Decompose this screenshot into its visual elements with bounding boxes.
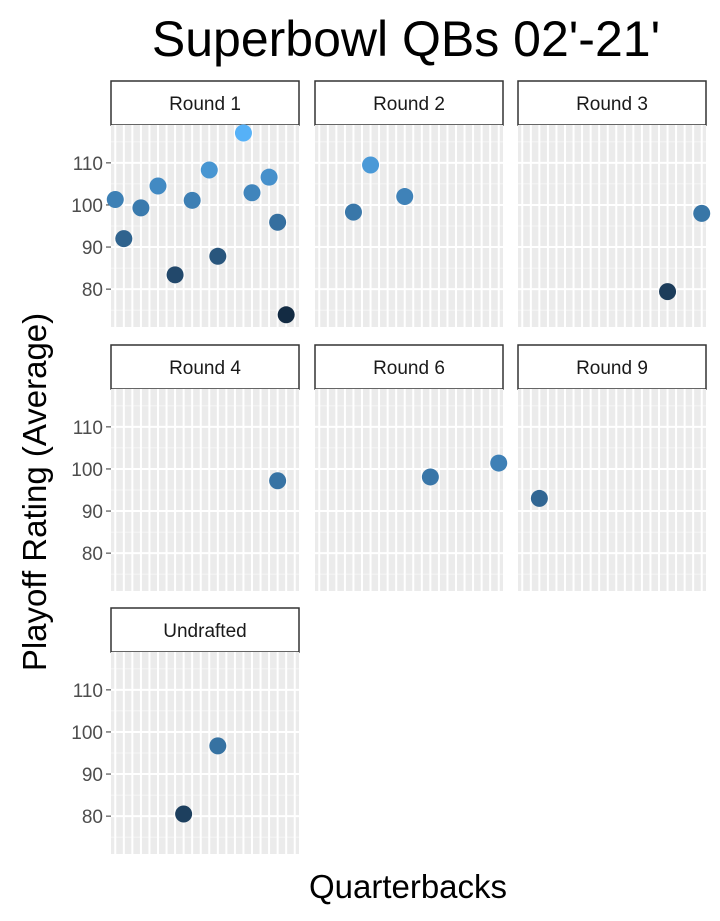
panel-round-6: Round 6 bbox=[314, 344, 508, 591]
data-point bbox=[396, 188, 414, 206]
panel-round-1: Round 1 80 90 100 110 bbox=[71, 80, 300, 327]
data-point bbox=[209, 737, 227, 755]
strip-label: Round 9 bbox=[576, 358, 648, 379]
y-tick-label: 80 bbox=[82, 807, 103, 828]
data-point bbox=[115, 230, 133, 248]
data-point bbox=[200, 161, 218, 179]
data-point bbox=[260, 168, 278, 186]
strip-label: Round 3 bbox=[576, 94, 648, 115]
strip-round-9 bbox=[517, 344, 707, 390]
panel-round-3: Round 3 bbox=[517, 80, 711, 327]
panel-undrafted: Undrafted 80 90 100 110 bbox=[71, 607, 300, 854]
strip-label: Round 4 bbox=[169, 358, 241, 379]
strip-label: Round 1 bbox=[169, 94, 241, 115]
y-tick-label: 100 bbox=[71, 723, 103, 744]
data-point bbox=[344, 203, 362, 221]
strip-round-6 bbox=[314, 344, 504, 390]
data-point bbox=[209, 247, 227, 265]
y-tick-label: 100 bbox=[71, 460, 103, 481]
data-point bbox=[269, 472, 287, 490]
y-tick-label: 90 bbox=[82, 238, 103, 259]
panel-round-9: Round 9 bbox=[517, 344, 707, 591]
data-point bbox=[530, 489, 548, 507]
data-point bbox=[243, 184, 261, 202]
data-point bbox=[175, 805, 193, 823]
y-tick-label: 100 bbox=[71, 196, 103, 217]
data-point bbox=[106, 190, 124, 208]
data-point bbox=[362, 156, 380, 174]
data-point bbox=[659, 283, 677, 301]
strip-round-3 bbox=[517, 80, 707, 126]
y-tick-label: 90 bbox=[82, 765, 103, 786]
data-point bbox=[166, 266, 184, 284]
data-point bbox=[234, 124, 252, 142]
y-tick-label: 110 bbox=[73, 681, 103, 702]
data-point bbox=[277, 306, 295, 324]
y-tick-label: 80 bbox=[82, 280, 103, 301]
panel-round-4: Round 4 80 90 100 110 bbox=[71, 344, 300, 591]
data-point bbox=[149, 177, 167, 195]
data-point bbox=[693, 204, 711, 222]
strip-label: Undrafted bbox=[163, 621, 246, 642]
x-axis-title: Quarterbacks bbox=[309, 868, 507, 905]
facet-panels: Round 1 80 90 100 110 Round 2 Round 3 Round 4 80… bbox=[71, 80, 711, 854]
strip-round-1 bbox=[110, 80, 300, 126]
data-point bbox=[269, 213, 287, 231]
y-tick-label: 80 bbox=[82, 544, 103, 565]
panel-round-2: Round 2 bbox=[314, 80, 504, 327]
data-point bbox=[183, 191, 201, 209]
data-point bbox=[132, 199, 150, 217]
y-tick-label: 110 bbox=[73, 418, 103, 439]
strip-label: Round 6 bbox=[373, 358, 445, 379]
y-axis-title: Playoff Rating (Average) bbox=[16, 313, 53, 671]
y-tick-label: 90 bbox=[82, 502, 103, 523]
strip-round-2 bbox=[314, 80, 504, 126]
data-point bbox=[490, 454, 508, 472]
y-tick-label: 110 bbox=[73, 154, 103, 175]
chart-title: Superbowl QBs 02'-21' bbox=[152, 11, 660, 67]
strip-label: Round 2 bbox=[373, 94, 445, 115]
data-point bbox=[421, 468, 439, 486]
